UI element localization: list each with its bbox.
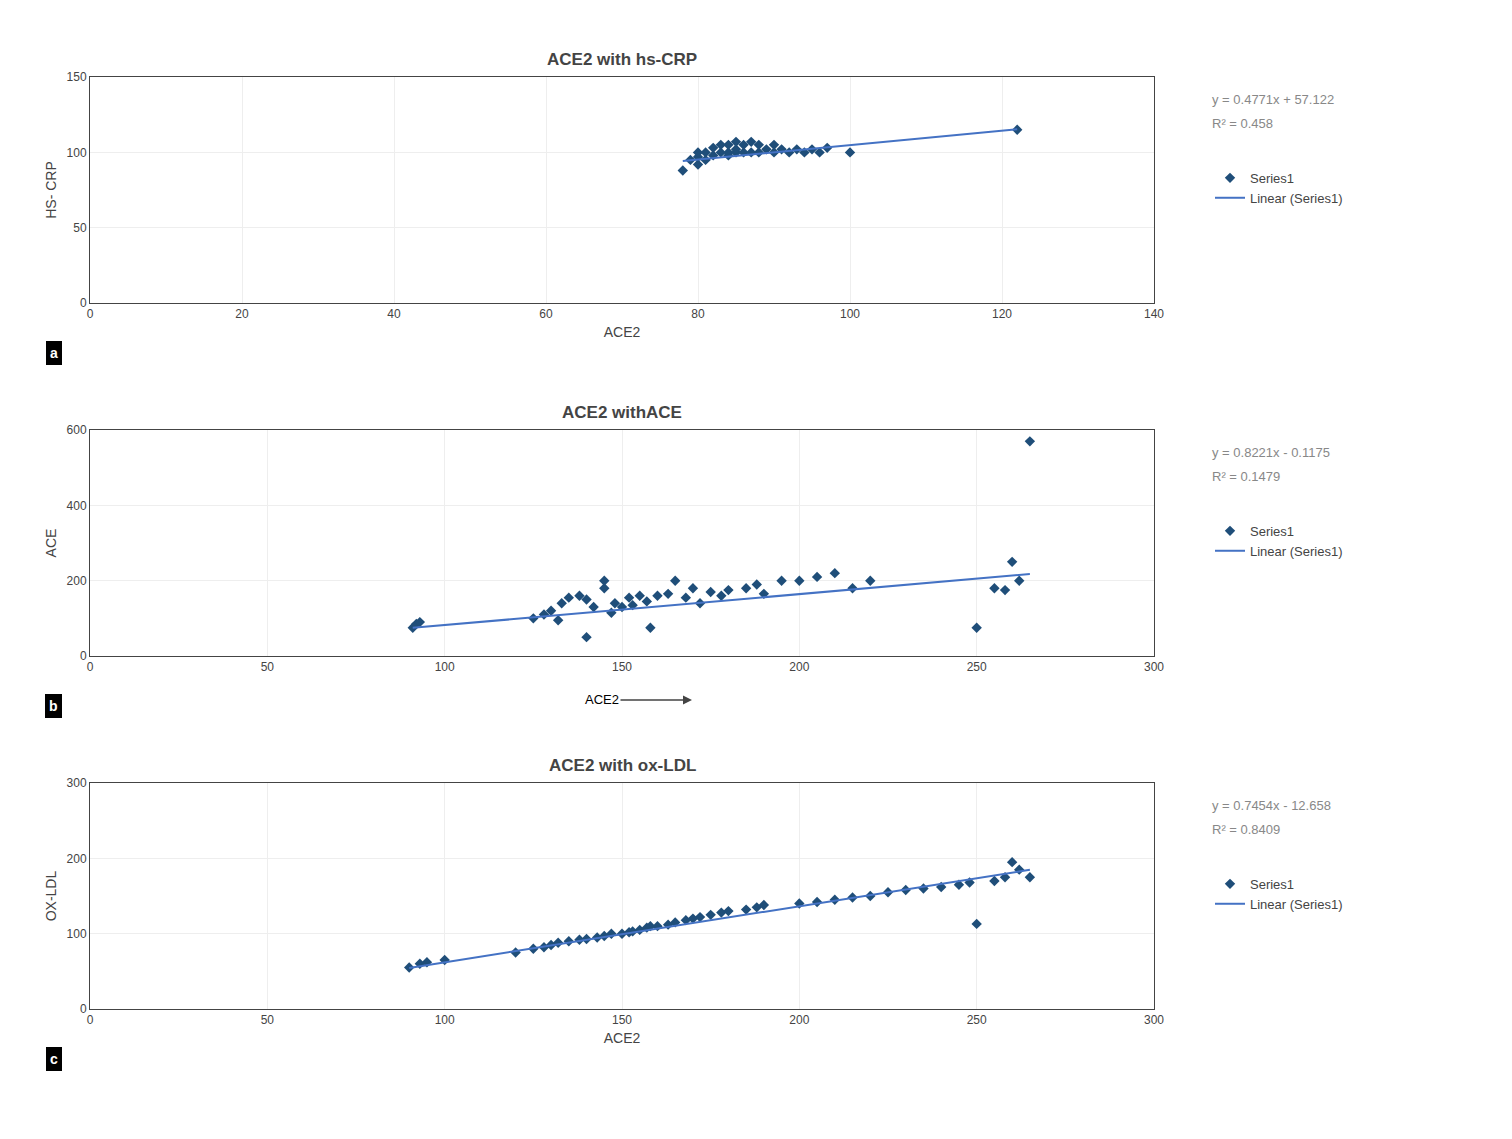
svg-text:50: 50	[261, 660, 275, 674]
svg-text:200: 200	[67, 574, 87, 588]
svg-text:300: 300	[1144, 1013, 1164, 1027]
svg-text:ACE2: ACE2	[604, 324, 641, 340]
svg-text:ACE2 withACE: ACE2 withACE	[562, 403, 682, 422]
svg-text:140: 140	[1144, 307, 1164, 321]
svg-text:c: c	[50, 1051, 58, 1067]
svg-text:120: 120	[992, 307, 1012, 321]
svg-text:150: 150	[612, 660, 632, 674]
svg-text:ACE: ACE	[43, 529, 59, 558]
svg-text:Series1: Series1	[1250, 877, 1294, 892]
svg-text:Series1: Series1	[1250, 524, 1294, 539]
svg-text:600: 600	[67, 423, 87, 437]
svg-text:OX-LDL: OX-LDL	[43, 871, 59, 922]
svg-text:Linear (Series1): Linear (Series1)	[1250, 544, 1343, 559]
svg-text:HS- CRP: HS- CRP	[43, 161, 59, 219]
svg-text:Linear (Series1): Linear (Series1)	[1250, 191, 1343, 206]
svg-text:250: 250	[967, 1013, 987, 1027]
svg-text:R² = 0.8409: R² = 0.8409	[1212, 822, 1280, 837]
svg-text:250: 250	[967, 660, 987, 674]
svg-text:R² = 0.1479: R² = 0.1479	[1212, 469, 1280, 484]
svg-text:0: 0	[87, 307, 94, 321]
svg-text:ACE2: ACE2	[604, 1030, 641, 1046]
svg-text:20: 20	[235, 307, 249, 321]
svg-text:0: 0	[80, 296, 87, 310]
svg-text:60: 60	[539, 307, 553, 321]
svg-text:y = 0.7454x - 12.658: y = 0.7454x - 12.658	[1212, 798, 1331, 813]
svg-text:50: 50	[261, 1013, 275, 1027]
svg-text:200: 200	[789, 1013, 809, 1027]
svg-text:200: 200	[789, 660, 809, 674]
svg-text:100: 100	[67, 927, 87, 941]
svg-text:300: 300	[1144, 660, 1164, 674]
svg-text:0: 0	[80, 1002, 87, 1016]
svg-text:100: 100	[840, 307, 860, 321]
svg-text:y = 0.4771x + 57.122: y = 0.4771x + 57.122	[1212, 92, 1334, 107]
svg-text:80: 80	[691, 307, 705, 321]
svg-text:a: a	[50, 345, 58, 361]
svg-text:40: 40	[387, 307, 401, 321]
svg-text:ACE2 with hs-CRP: ACE2 with hs-CRP	[547, 50, 697, 69]
svg-text:0: 0	[87, 1013, 94, 1027]
svg-text:100: 100	[435, 660, 455, 674]
svg-text:100: 100	[67, 146, 87, 160]
svg-text:300: 300	[67, 776, 87, 790]
svg-text:400: 400	[67, 499, 87, 513]
svg-text:ACE2: ACE2	[585, 692, 619, 707]
svg-text:50: 50	[73, 221, 87, 235]
svg-text:R² = 0.458: R² = 0.458	[1212, 116, 1273, 131]
svg-text:200: 200	[67, 852, 87, 866]
svg-text:ACE2 with ox-LDL: ACE2 with ox-LDL	[549, 756, 696, 775]
svg-text:0: 0	[87, 660, 94, 674]
svg-text:150: 150	[67, 70, 87, 84]
svg-text:Linear (Series1): Linear (Series1)	[1250, 897, 1343, 912]
svg-text:0: 0	[80, 649, 87, 663]
svg-text:Series1: Series1	[1250, 171, 1294, 186]
svg-text:y = 0.8221x - 0.1175: y = 0.8221x - 0.1175	[1212, 445, 1330, 460]
svg-text:b: b	[49, 698, 58, 714]
svg-text:150: 150	[612, 1013, 632, 1027]
svg-text:100: 100	[435, 1013, 455, 1027]
